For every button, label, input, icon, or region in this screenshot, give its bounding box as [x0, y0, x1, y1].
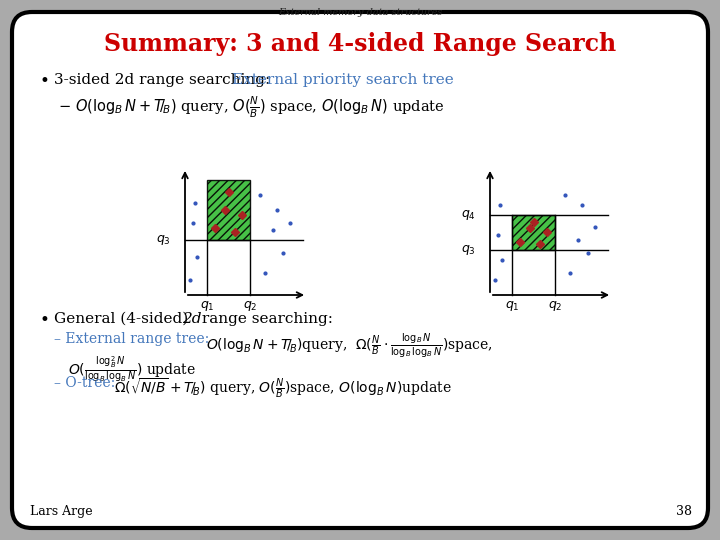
Text: $-\ O(\log_B N + T\!/\!_B)$ query, $O(\frac{N}{B})$ space, $O(\log_B N)$ update: $-\ O(\log_B N + T\!/\!_B)$ query, $O(\f…: [58, 95, 445, 120]
Text: 38: 38: [676, 505, 692, 518]
Text: External priority search tree: External priority search tree: [232, 73, 454, 87]
Text: 2d: 2d: [182, 312, 202, 326]
Text: $q_4$: $q_4$: [461, 208, 476, 222]
Text: External memory data structures: External memory data structures: [278, 8, 442, 17]
Text: – External range tree:: – External range tree:: [54, 332, 214, 346]
Text: •: •: [40, 312, 50, 329]
Text: General (4-sided): General (4-sided): [54, 312, 193, 326]
Text: •: •: [40, 73, 50, 90]
Bar: [512, 215, 555, 250]
Text: range searching:: range searching:: [197, 312, 333, 326]
Text: $O(\frac{\log_B^2 N}{\log_B\log_B N})$ update: $O(\frac{\log_B^2 N}{\log_B\log_B N})$ u…: [68, 354, 196, 384]
Bar: [207, 180, 250, 240]
Text: $q_3$: $q_3$: [462, 243, 476, 257]
Text: Lars Arge: Lars Arge: [30, 505, 93, 518]
Text: – O-tree:: – O-tree:: [54, 376, 120, 390]
Text: $q_2$: $q_2$: [243, 299, 257, 313]
Text: $q_2$: $q_2$: [548, 299, 562, 313]
Text: 3-sided 2d range searching:: 3-sided 2d range searching:: [54, 73, 275, 87]
Text: $O(\log_B N + T\!/\!_B)$query,  $\Omega(\frac{N}{B}\cdot\frac{\log_B N}{\log_B\l: $O(\log_B N + T\!/\!_B)$query, $\Omega(\…: [206, 332, 492, 360]
Text: $\Omega(\sqrt{N/B} + T\!/\!_B)$ query, $O(\frac{N}{B})$space, $O(\log_B N)$updat: $\Omega(\sqrt{N/B} + T\!/\!_B)$ query, $…: [114, 376, 451, 400]
Text: $q_1$: $q_1$: [199, 299, 215, 313]
Text: $q_1$: $q_1$: [505, 299, 519, 313]
FancyBboxPatch shape: [12, 12, 708, 528]
Text: $q_3$: $q_3$: [156, 233, 171, 247]
Text: Summary: 3 and 4-sided Range Search: Summary: 3 and 4-sided Range Search: [104, 32, 616, 56]
